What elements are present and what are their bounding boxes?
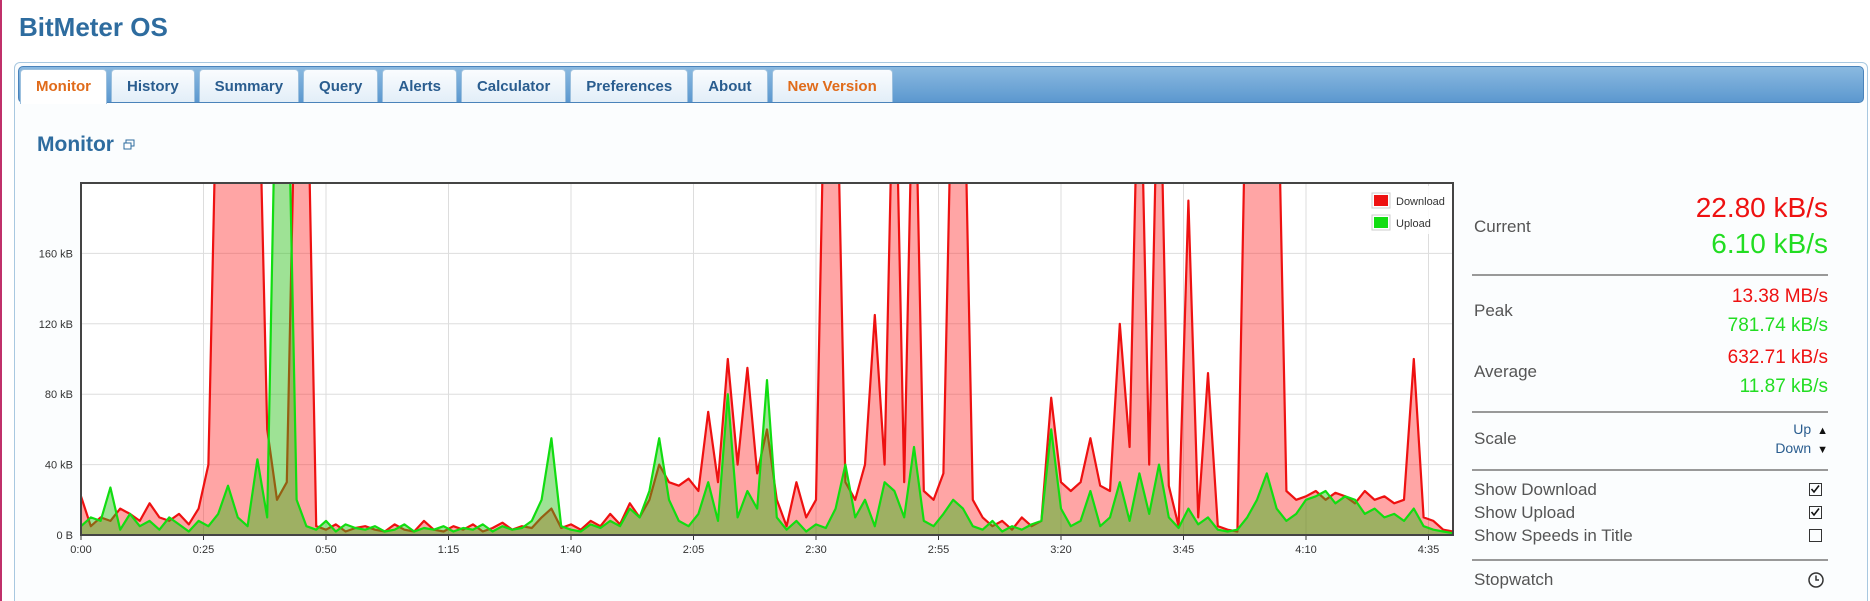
chart: 0:00 0:25 0:50 1:15 1:40 2:05 2:30 2:55 3:20 3:45… bbox=[39, 182, 1454, 556]
x-tick-label: 1:15 bbox=[438, 544, 459, 556]
stat-upload: 11.87 kB/s bbox=[1739, 376, 1828, 397]
stat-label: Peak bbox=[1474, 301, 1513, 320]
stat-label: Average bbox=[1474, 362, 1538, 381]
series-group bbox=[81, 183, 1453, 535]
y-tick-label: 160 kB bbox=[39, 248, 73, 260]
scale-down-arrow: ▼ bbox=[1817, 444, 1828, 456]
check-mark bbox=[1810, 485, 1820, 494]
clock-hands bbox=[1815, 575, 1819, 581]
x-tick-label: 0:00 bbox=[70, 544, 91, 556]
y-tick-label: 80 kB bbox=[45, 389, 73, 401]
x-tick-label: 2:55 bbox=[928, 544, 949, 556]
legend-swatch bbox=[1374, 195, 1388, 206]
clock-face bbox=[1808, 572, 1824, 588]
tab[interactable]: History bbox=[110, 69, 195, 102]
option-checkbox[interactable] bbox=[1809, 506, 1822, 519]
option-checkbox[interactable] bbox=[1809, 529, 1822, 542]
option-label: Show Download bbox=[1474, 480, 1597, 499]
stat-download: 632.71 kB/s bbox=[1727, 347, 1828, 368]
x-tick-label: 0:25 bbox=[193, 544, 214, 556]
series-area-fill bbox=[81, 183, 1453, 535]
tab[interactable]: Monitor bbox=[20, 69, 107, 104]
tabs: Monitor History Summary Query Alerts Calculat… bbox=[20, 69, 893, 104]
scale-down-text[interactable]: Down bbox=[1775, 440, 1812, 456]
legend-swatch-border bbox=[1371, 214, 1391, 231]
legend-swatch bbox=[1374, 217, 1388, 228]
series-line bbox=[81, 183, 1453, 533]
section-title-text: Monitor bbox=[37, 133, 114, 156]
x-tick-label: 3:45 bbox=[1173, 544, 1194, 556]
scale-up[interactable]: Up ▲ bbox=[1793, 421, 1828, 437]
legend-label: Upload bbox=[1396, 218, 1431, 230]
option-label: Show Speeds in Title bbox=[1474, 526, 1633, 545]
scale-down[interactable]: Down ▼ bbox=[1775, 440, 1828, 456]
series-line bbox=[81, 183, 1453, 535]
y-tick-label: 0 B bbox=[56, 530, 73, 542]
plot-area bbox=[81, 183, 1453, 535]
tab[interactable]: About bbox=[692, 69, 768, 102]
stat-label: Current bbox=[1474, 217, 1531, 236]
x-tick-label: 1:40 bbox=[560, 544, 581, 556]
legend-label: Download bbox=[1396, 196, 1445, 208]
check-mark bbox=[1810, 508, 1820, 517]
y-tick-label: 40 kB bbox=[45, 460, 73, 472]
tab[interactable]: Calculator bbox=[460, 69, 567, 102]
scale-up-arrow: ▲ bbox=[1817, 425, 1828, 437]
x-tick-label: 2:30 bbox=[805, 544, 826, 556]
stopwatch-label: Stopwatch bbox=[1474, 570, 1554, 589]
y-tick-label: 120 kB bbox=[39, 319, 73, 331]
popout-icon[interactable] bbox=[123, 139, 135, 151]
check-path bbox=[1810, 508, 1820, 517]
x-tick-label: 4:35 bbox=[1418, 544, 1439, 556]
plot-border bbox=[80, 182, 1454, 536]
tab[interactable]: Preferences bbox=[570, 69, 689, 102]
legend-swatch-border bbox=[1371, 192, 1391, 209]
tab[interactable]: Summary bbox=[198, 69, 300, 102]
stat-download: 13.38 MB/s bbox=[1731, 286, 1828, 307]
tab[interactable]: Query bbox=[303, 69, 379, 102]
legend: Download Upload bbox=[1368, 186, 1450, 234]
option-label: Show Upload bbox=[1474, 503, 1576, 522]
stopwatch-icon[interactable] bbox=[1807, 571, 1825, 589]
x-tick-label: 4:10 bbox=[1295, 544, 1316, 556]
tab[interactable]: New Version bbox=[771, 69, 893, 102]
x-tick-label: 0:50 bbox=[315, 544, 336, 556]
series-area-fill bbox=[81, 183, 1453, 535]
scale-up-text[interactable]: Up bbox=[1793, 421, 1812, 437]
stat-download: 22.80 kB/s bbox=[1695, 192, 1828, 223]
scale-label: Scale bbox=[1474, 429, 1517, 448]
stat-upload: 6.10 kB/s bbox=[1711, 228, 1828, 259]
tab[interactable]: Alerts bbox=[382, 69, 457, 102]
divider bbox=[1472, 469, 1828, 471]
divider bbox=[1472, 559, 1828, 561]
x-tick-label: 2:05 bbox=[683, 544, 704, 556]
stat-upload: 781.74 kB/s bbox=[1727, 315, 1828, 336]
option-checkbox[interactable] bbox=[1809, 483, 1822, 496]
divider bbox=[1472, 411, 1828, 413]
divider bbox=[1472, 274, 1828, 276]
app-title: BitMeter OS bbox=[19, 12, 168, 42]
check-path bbox=[1810, 485, 1820, 494]
section-title: Monitor bbox=[37, 133, 135, 157]
x-tick-label: 3:20 bbox=[1050, 544, 1071, 556]
